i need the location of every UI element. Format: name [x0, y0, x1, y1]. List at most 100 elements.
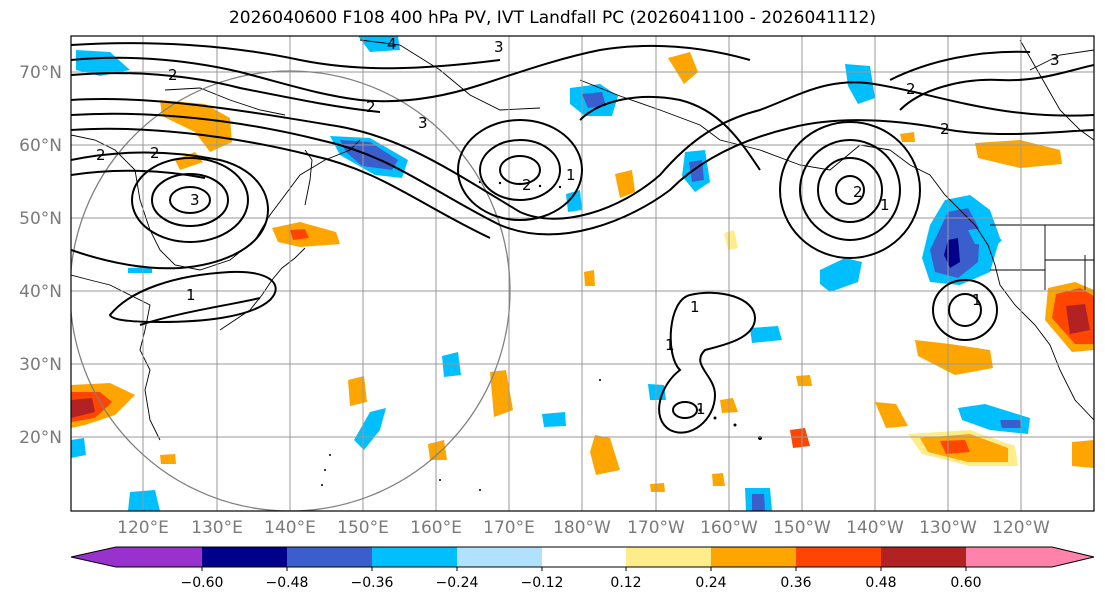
neg-shading-north2: [358, 36, 400, 52]
neg-core-mid3: [1000, 420, 1022, 428]
colorbar-segment: [457, 547, 542, 567]
contour-label: 1: [690, 298, 700, 316]
contour-labels: 2 2 2 3 2 3 3 4 2 1 2 1 2 2 3 1 1 1 1 1: [96, 35, 1060, 418]
neg-shading-north3: [845, 64, 875, 104]
lon-label: 170°E: [483, 518, 535, 538]
contour-label: 2: [168, 66, 178, 84]
lat-label: 20°N: [19, 428, 62, 448]
colorbar-segment: [966, 547, 1052, 567]
colorbar-tick-label: 0.36: [780, 575, 811, 591]
colorbar-tick-label: −0.60: [181, 575, 224, 591]
colorbar-segment: [626, 547, 711, 567]
colorbar-segment: [202, 547, 287, 567]
pos-shading-s7: [584, 270, 595, 286]
pos-shading-bc: [668, 52, 698, 84]
colorbar-extend-min: [71, 547, 116, 567]
contour-label: 1: [186, 286, 196, 304]
colorbar-tick-label: 0.60: [950, 575, 981, 591]
contour-label: 2: [522, 176, 532, 194]
contour-label: 1: [880, 196, 890, 214]
lon-label: 160°E: [410, 518, 462, 538]
neg-shading-north1: [76, 50, 130, 76]
lat-label: 70°N: [19, 63, 62, 83]
lon-label: 130°W: [919, 518, 977, 538]
coastlines: [71, 39, 1094, 441]
pos-shading-s4: [650, 483, 665, 492]
contour-label: 1: [696, 400, 706, 418]
colorbar-segment: [542, 547, 626, 567]
colorbar-segment: [116, 547, 202, 567]
colorbar-segment: [796, 547, 881, 567]
pos-shading-c4: [875, 402, 908, 428]
range-circle: [71, 70, 511, 511]
lat-label: 30°N: [19, 355, 62, 375]
colorbar-tick-label: −0.36: [351, 575, 394, 591]
pos-shading-c1: [490, 370, 513, 417]
pos-shading-ne-pac: [975, 140, 1062, 168]
map-frame: [70, 35, 1095, 512]
colorbar-tick-label: 0.12: [610, 575, 641, 591]
pos-shading-c5: [915, 340, 993, 375]
colorbar-tick-label: 0.48: [865, 575, 896, 591]
lon-label: 120°W: [992, 518, 1050, 538]
contour-label: 3: [494, 38, 504, 56]
colorbar-segment: [711, 547, 796, 567]
lon-label: 120°E: [117, 518, 169, 538]
pos-peak-philippines: [71, 398, 95, 418]
pos-core-s1: [790, 428, 810, 448]
colorbar-extend-max: [1052, 547, 1094, 567]
pos-shading-s3: [712, 473, 725, 486]
pos-shading-s8: [160, 454, 176, 464]
lon-label: 180°W: [553, 518, 611, 538]
neg-shading-mid6: [542, 412, 566, 427]
contour-label: 2: [940, 120, 950, 138]
colorbar-tick-label: −0.48: [266, 575, 309, 591]
ivt-pc-shading: [71, 36, 1094, 511]
lat-label: 50°N: [19, 209, 62, 229]
contour-label: 2: [150, 144, 160, 162]
colorbar-segment: [287, 547, 372, 567]
contour-label: 2: [906, 80, 916, 98]
colorbar-segment: [881, 547, 966, 567]
map-title: 2026040600 F108 400 hPa PV, IVT Landfall…: [228, 8, 876, 28]
contour-label: 1: [972, 291, 982, 309]
pos-shading-s6: [900, 132, 915, 142]
contour-label: 1: [665, 336, 675, 354]
pos-shading-s9: [796, 375, 812, 386]
neg-shading-mid2: [750, 326, 782, 343]
pos-shading-c3: [428, 440, 447, 460]
pos-core-japan: [290, 229, 309, 240]
pv-contours: [71, 42, 1094, 434]
longitude-labels: 120°E 130°E 140°E 150°E 160°E 170°E 180°…: [117, 518, 1050, 538]
neg-core-s10: [752, 494, 765, 511]
lon-label: 150°W: [773, 518, 831, 538]
colorbar: −0.60 −0.48 −0.36 −0.24 −0.12 0.12 0.24 …: [70, 546, 1095, 591]
pos-shading-hawaii: [590, 435, 620, 475]
colorbar-tick-label: −0.24: [436, 575, 479, 591]
neg-shading-mid1: [820, 258, 862, 292]
lat-label: 60°N: [19, 136, 62, 156]
contour-label: 3: [418, 114, 428, 132]
contour-label: 2: [853, 183, 863, 201]
neg-shading-s11: [128, 267, 152, 273]
lon-label: 130°E: [191, 518, 243, 538]
colorbar-tick-label: −0.12: [521, 575, 564, 591]
colorbar-segment: [372, 547, 457, 567]
contour-label: 2: [366, 98, 376, 116]
lon-label: 160°W: [700, 518, 758, 538]
pos-shading-s1: [1072, 440, 1094, 468]
pos-shading-c2: [348, 376, 367, 406]
colorbar-tick-label: 0.24: [695, 575, 726, 591]
neg-shading-mid4: [354, 408, 386, 450]
neg-shading-n4: [968, 228, 1002, 246]
contour-label: 2: [96, 146, 106, 164]
neg-shading-sw1: [128, 490, 160, 511]
contour-label: 4: [387, 35, 397, 53]
pos-shading-s5: [724, 230, 738, 250]
pos-shading-mid: [615, 170, 635, 198]
latitude-labels: 70°N 60°N 50°N 40°N 30°N 20°N: [19, 63, 62, 448]
lon-label: 170°W: [627, 518, 685, 538]
neg-core-gulf: [582, 92, 606, 108]
pos-peak-california: [1066, 304, 1090, 334]
